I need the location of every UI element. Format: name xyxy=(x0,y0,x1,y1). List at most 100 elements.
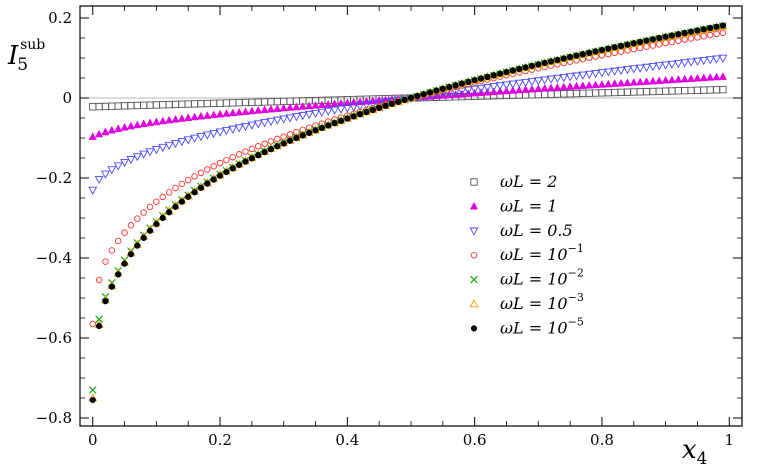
data-point xyxy=(255,152,262,159)
data-point xyxy=(591,70,601,79)
data-point xyxy=(687,86,695,95)
data-point xyxy=(267,146,275,153)
data-point xyxy=(452,82,459,89)
data-point xyxy=(260,98,269,106)
legend-label: ωL = 0.5 xyxy=(500,221,573,240)
data-point xyxy=(573,52,580,59)
data-point xyxy=(674,87,682,95)
data-point xyxy=(509,67,516,74)
data-point xyxy=(120,102,129,110)
legend-label-main: ωL = 10 xyxy=(500,294,568,313)
legend-marker xyxy=(470,251,478,259)
data-point xyxy=(572,89,581,98)
data-point xyxy=(165,115,174,124)
y-tick-label: −0.4 xyxy=(36,249,72,267)
data-point xyxy=(662,39,669,47)
y-tick-label: −0.6 xyxy=(36,329,72,347)
data-point xyxy=(674,75,683,83)
data-point xyxy=(521,85,530,93)
legend-label-exponent: −3 xyxy=(568,291,584,304)
data-point xyxy=(706,86,714,94)
data-point xyxy=(113,162,123,171)
data-point xyxy=(547,90,555,98)
data-point xyxy=(273,104,282,112)
legend-label-exponent: −1 xyxy=(568,242,584,255)
data-point xyxy=(171,139,180,149)
plot-frame xyxy=(79,5,743,427)
data-point xyxy=(719,22,727,29)
data-point xyxy=(622,66,632,75)
data-point xyxy=(241,122,250,132)
data-point xyxy=(89,396,96,404)
data-point xyxy=(254,106,263,114)
data-point xyxy=(694,34,701,41)
data-point xyxy=(680,74,689,83)
x-tick-label: 0.6 xyxy=(463,431,487,449)
data-point xyxy=(216,99,224,107)
data-point xyxy=(254,98,262,106)
data-point xyxy=(540,76,550,85)
data-point xyxy=(266,104,275,113)
data-point xyxy=(317,108,327,117)
data-point xyxy=(508,86,517,94)
data-point xyxy=(719,29,727,37)
data-point xyxy=(274,135,281,143)
legend-marker xyxy=(470,275,478,284)
series-3 xyxy=(88,54,728,195)
data-point xyxy=(642,63,651,72)
legend-label: ωL = 10−1 xyxy=(500,242,584,264)
data-point xyxy=(554,56,561,64)
data-point xyxy=(95,322,103,330)
data-point xyxy=(616,66,626,76)
data-point xyxy=(209,110,218,119)
data-point xyxy=(325,122,332,129)
data-point xyxy=(343,98,352,106)
data-point xyxy=(197,100,205,108)
data-point xyxy=(496,87,505,95)
data-point xyxy=(344,115,351,122)
data-point xyxy=(707,24,714,32)
data-point xyxy=(610,79,619,87)
data-point xyxy=(172,184,179,192)
data-point xyxy=(204,166,211,173)
data-point xyxy=(623,78,632,87)
data-point xyxy=(191,189,198,196)
data-point xyxy=(146,227,154,234)
data-point xyxy=(229,153,237,161)
data-point xyxy=(323,107,333,116)
data-point xyxy=(649,87,657,96)
legend-label: ωL = 10−2 xyxy=(500,267,584,289)
legend-label: ωL = 10−5 xyxy=(500,315,584,337)
data-point xyxy=(604,79,613,88)
data-point xyxy=(578,81,587,89)
data-point xyxy=(120,159,130,168)
data-point xyxy=(541,59,548,67)
data-point xyxy=(528,91,536,99)
data-point xyxy=(209,129,219,139)
data-point xyxy=(362,96,371,105)
data-point xyxy=(495,82,505,91)
data-point xyxy=(242,148,249,155)
data-point xyxy=(457,89,466,98)
data-point xyxy=(210,176,217,183)
data-point xyxy=(107,166,117,175)
data-point xyxy=(667,75,676,84)
data-point xyxy=(221,127,231,136)
data-point xyxy=(132,153,142,162)
data-point xyxy=(164,141,174,151)
data-point xyxy=(445,90,454,99)
data-point xyxy=(235,99,243,107)
data-point xyxy=(215,128,225,137)
data-point xyxy=(585,89,593,97)
data-point xyxy=(171,114,180,123)
data-point xyxy=(655,76,664,84)
data-point xyxy=(286,103,295,111)
data-point xyxy=(229,165,236,172)
data-point xyxy=(560,55,567,62)
legend-label-exponent: −2 xyxy=(568,267,584,280)
data-point xyxy=(305,101,314,110)
data-point xyxy=(121,229,128,236)
data-point xyxy=(451,88,461,97)
data-point xyxy=(126,155,136,165)
data-point xyxy=(185,193,192,200)
